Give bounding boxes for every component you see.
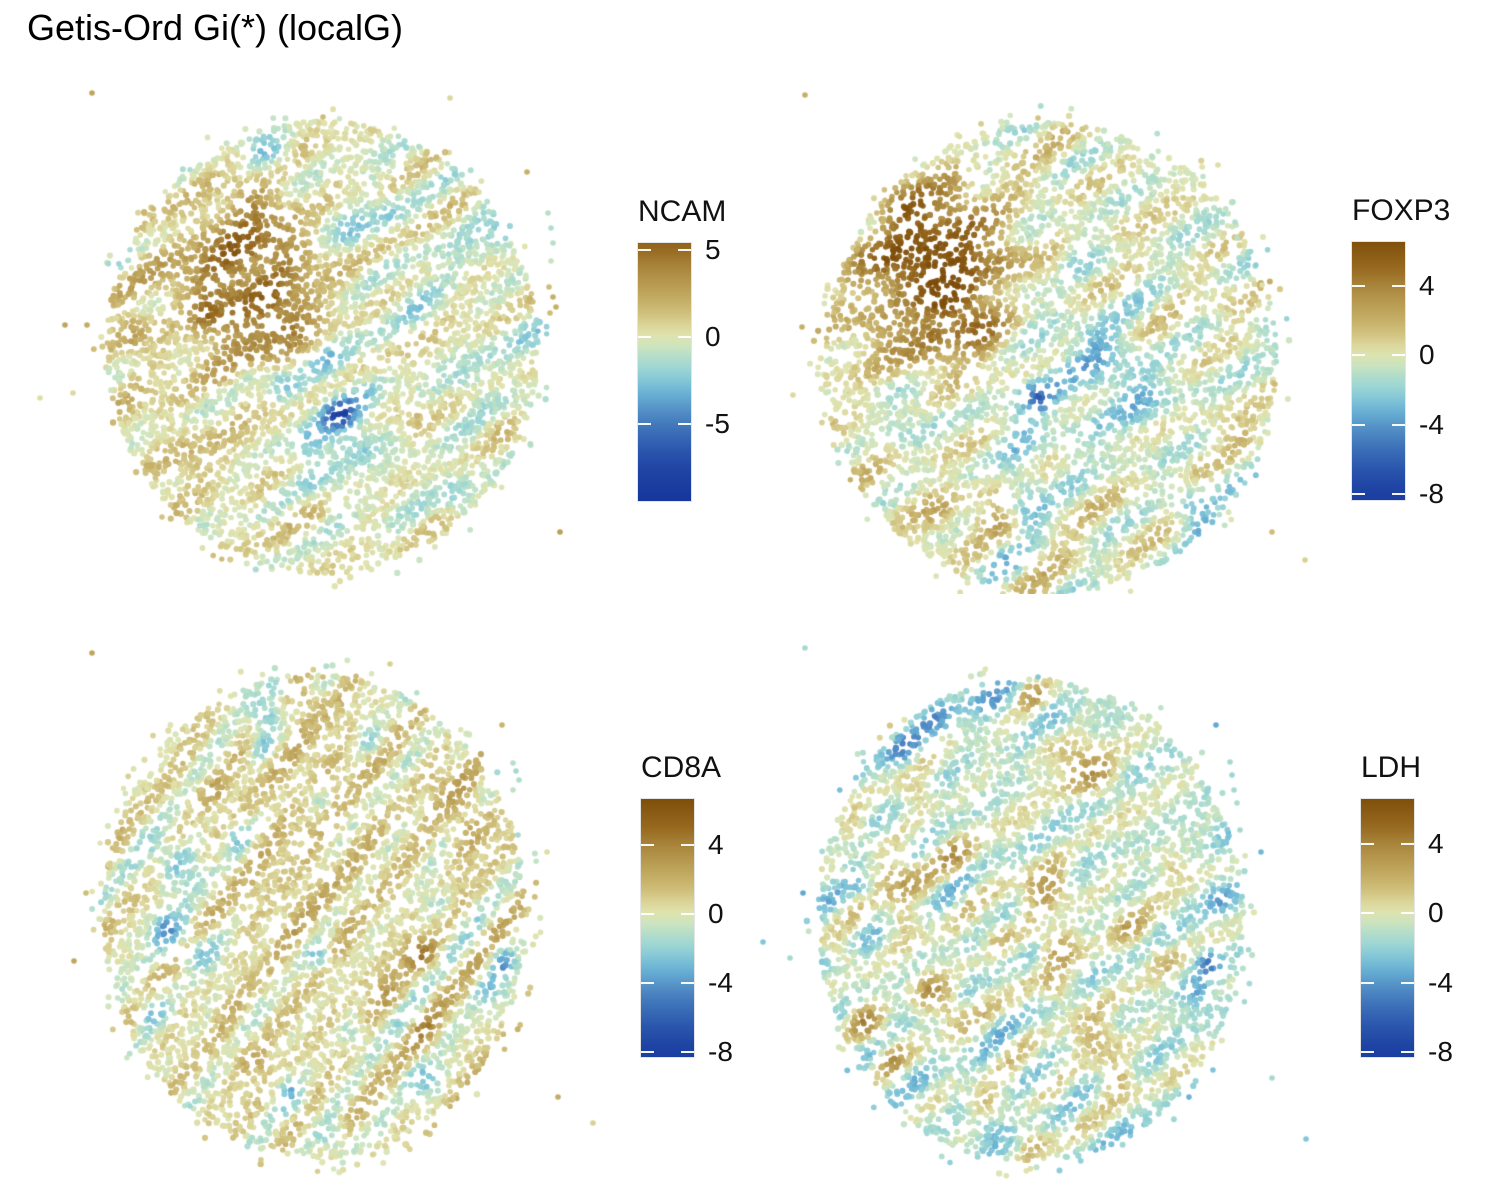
colorbar-tick-mark xyxy=(678,336,691,339)
colorbar-tick-label: -8 xyxy=(1419,477,1444,509)
colorbar-tick-mark xyxy=(1392,354,1405,357)
colorbar-tick-label: 0 xyxy=(1419,339,1435,371)
colorbar-tick-mark xyxy=(641,982,654,985)
colorbar-tick-mark xyxy=(641,913,654,916)
legend-title: FOXP3 xyxy=(1352,194,1451,227)
colorbar-tick-mark xyxy=(1401,912,1414,915)
legend-title: NCAM xyxy=(638,195,727,228)
legend-title: LDH xyxy=(1361,751,1422,784)
colorbar-tick-mark xyxy=(1352,492,1365,495)
scatter-canvas-ncam xyxy=(0,0,756,594)
colorbar-ldh xyxy=(1360,798,1415,1058)
colorbar-tick-mark xyxy=(1401,981,1414,984)
legend-title: CD8A xyxy=(641,751,722,784)
colorbar-tick-label: 4 xyxy=(708,829,724,861)
colorbar-tick-label: -5 xyxy=(705,408,730,440)
colorbar-tick-mark xyxy=(681,1050,694,1053)
colorbar-tick-mark xyxy=(638,423,651,426)
colorbar-tick-mark xyxy=(641,1050,654,1053)
colorbar-tick-label: -8 xyxy=(1428,1035,1453,1067)
colorbar-tick-label: 0 xyxy=(708,898,724,930)
colorbar-tick-mark xyxy=(681,844,694,847)
legend-cd8a: CD8A 4 0 -4 -8 xyxy=(640,751,733,1067)
colorbar-tick-mark xyxy=(681,982,694,985)
colorbar-wrap: 4 0 -4 -8 xyxy=(1360,798,1453,1067)
legend-ncam: NCAM 5 0 -5 xyxy=(637,195,730,502)
colorbar-tick-mark xyxy=(1401,843,1414,846)
colorbar-tick-mark xyxy=(1392,285,1405,288)
colorbar-labels: 4 0 -4 -8 xyxy=(708,799,788,1066)
legend-ldh: LDH 4 0 -4 -8 xyxy=(1360,751,1453,1067)
colorbar-tick-mark xyxy=(1392,423,1405,426)
colorbar-tick-mark xyxy=(678,248,691,251)
colorbar-tick-mark xyxy=(1361,843,1374,846)
colorbar-tick-label: -8 xyxy=(708,1035,733,1067)
colorbar-tick-mark xyxy=(681,913,694,916)
colorbar-labels: 4 0 -4 -8 xyxy=(1428,799,1508,1067)
legend-foxp3: FOXP3 4 0 -4 -8 xyxy=(1351,194,1451,509)
colorbar-tick-mark xyxy=(641,844,654,847)
colorbar-cd8a xyxy=(640,798,695,1058)
colorbar-tick-mark xyxy=(1361,1050,1374,1053)
colorbar-wrap: 4 0 -4 -8 xyxy=(640,798,733,1067)
colorbar-foxp3 xyxy=(1351,241,1406,501)
colorbar-tick-mark xyxy=(638,336,651,339)
colorbar-tick-label: -4 xyxy=(1419,408,1444,440)
colorbar-tick-mark xyxy=(1352,285,1365,288)
colorbar-tick-label: 0 xyxy=(705,321,721,353)
colorbar-tick-label: 4 xyxy=(1428,828,1444,860)
colorbar-tick-label: 0 xyxy=(1428,897,1444,929)
colorbar-labels: 4 0 -4 -8 xyxy=(1419,242,1499,509)
colorbar-labels: 5 0 -5 xyxy=(705,234,785,501)
colorbar-tick-mark xyxy=(1361,912,1374,915)
colorbar-tick-label: 4 xyxy=(1419,270,1435,302)
colorbar-tick-label: -4 xyxy=(1428,966,1453,998)
colorbar-tick-mark xyxy=(638,248,651,251)
colorbar-wrap: 5 0 -5 xyxy=(637,234,730,502)
colorbar-tick-mark xyxy=(1352,423,1365,426)
colorbar-ncam xyxy=(637,242,692,502)
colorbar-tick-mark xyxy=(1352,354,1365,357)
colorbar-tick-label: 5 xyxy=(705,233,721,265)
colorbar-tick-label: -4 xyxy=(708,967,733,999)
colorbar-tick-mark xyxy=(1401,1050,1414,1053)
colorbar-wrap: 4 0 -4 -8 xyxy=(1351,241,1450,509)
colorbar-tick-mark xyxy=(1392,492,1405,495)
colorbar-tick-mark xyxy=(1361,981,1374,984)
colorbar-tick-mark xyxy=(678,423,691,426)
